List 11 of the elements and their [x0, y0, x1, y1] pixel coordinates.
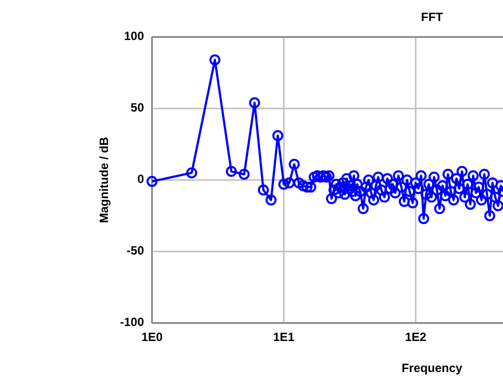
y-tick-label: -100 [120, 315, 144, 329]
y-tick-label: 100 [124, 29, 144, 43]
x-tick-label: 1E0 [141, 330, 163, 344]
y-tick-label: 50 [130, 100, 144, 114]
x-tick-label: 1E1 [273, 330, 295, 344]
y-tick-label: 0 [137, 172, 144, 186]
x-tick-label: 1E2 [404, 330, 427, 344]
chart-title: FFT [421, 10, 444, 24]
y-tick-label: -50 [126, 244, 144, 258]
y-axis-title: Magnitude / dB [97, 136, 111, 223]
x-axis-title: Frequency [402, 361, 463, 375]
